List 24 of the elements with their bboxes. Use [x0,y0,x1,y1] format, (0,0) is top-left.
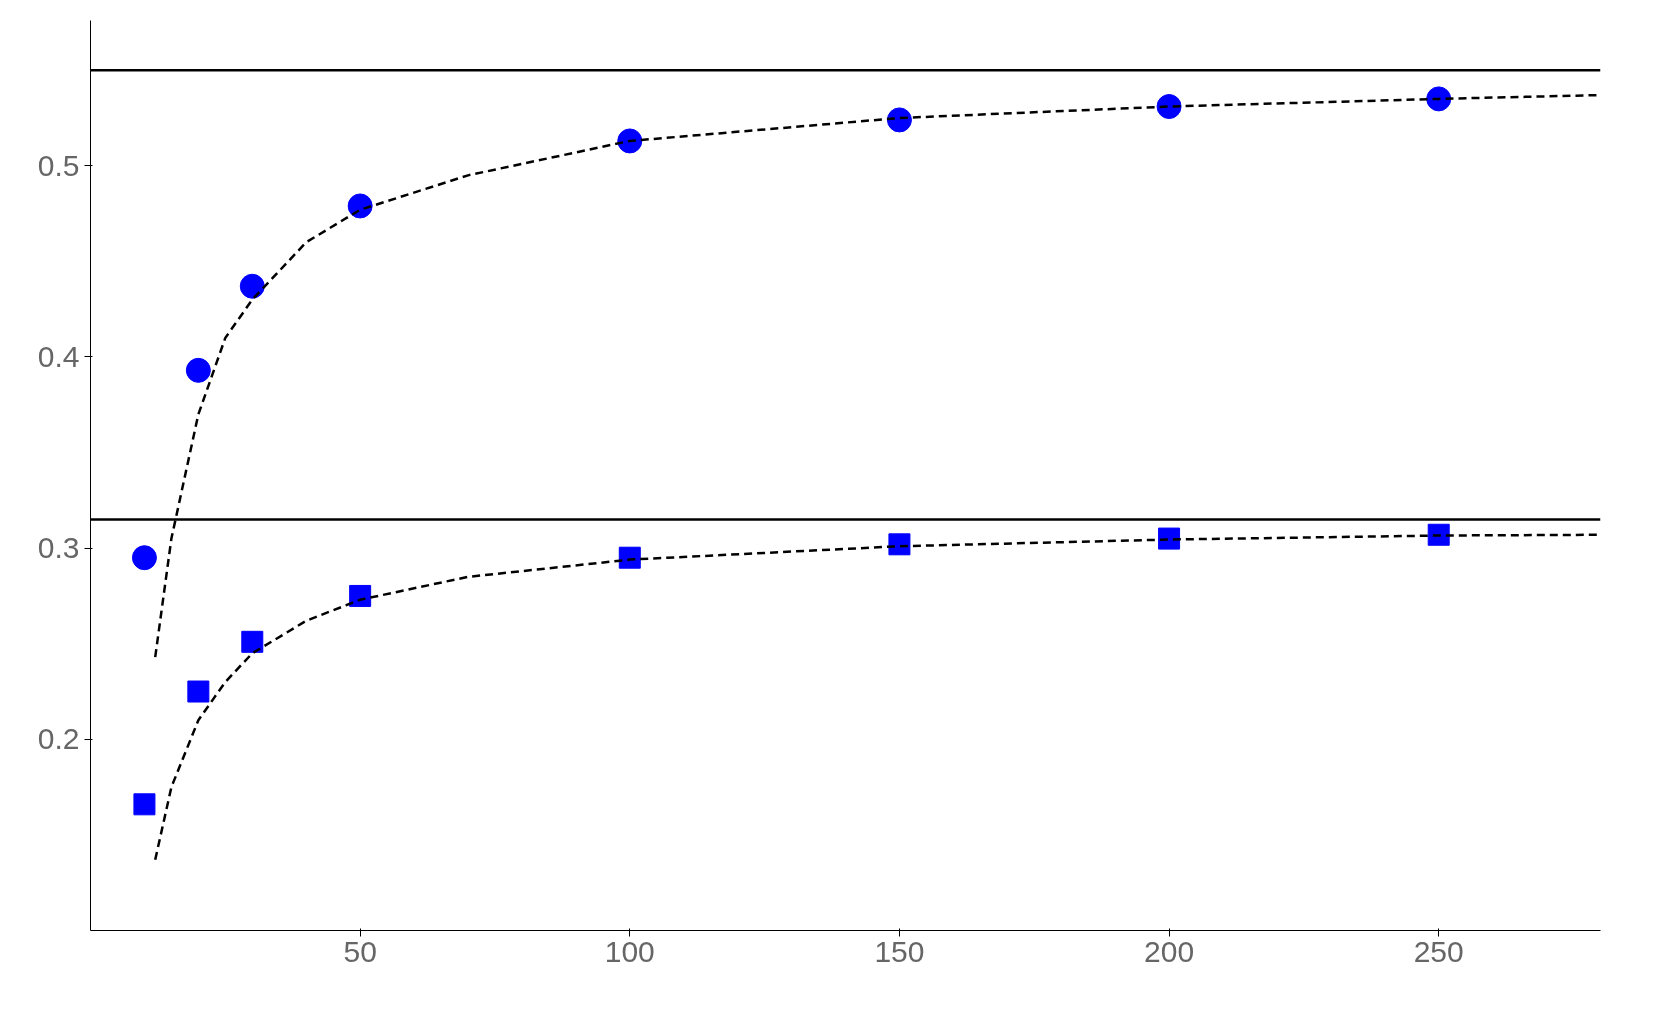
point [886,107,912,133]
x-tick-label: 100 [604,934,655,968]
point [349,584,372,607]
point [888,533,911,556]
point [1426,86,1452,112]
x-tick-label: 150 [874,934,925,968]
point [618,546,641,569]
y-tick-label: 0.4 [37,339,80,373]
point [617,128,643,154]
x-tick-label: 250 [1413,934,1464,968]
point [131,545,157,571]
point [187,680,210,703]
y-tick-label: 0.2 [37,722,80,756]
y-tick-label: 0.3 [37,531,80,565]
point [185,357,211,383]
point [241,630,264,653]
x-tick-label: 50 [343,934,377,968]
point [1156,94,1182,120]
point [347,193,373,219]
point [133,793,156,816]
x-tick-label: 200 [1144,934,1195,968]
point [1427,523,1450,546]
point [239,273,265,299]
y-tick-label: 0.5 [37,148,80,182]
